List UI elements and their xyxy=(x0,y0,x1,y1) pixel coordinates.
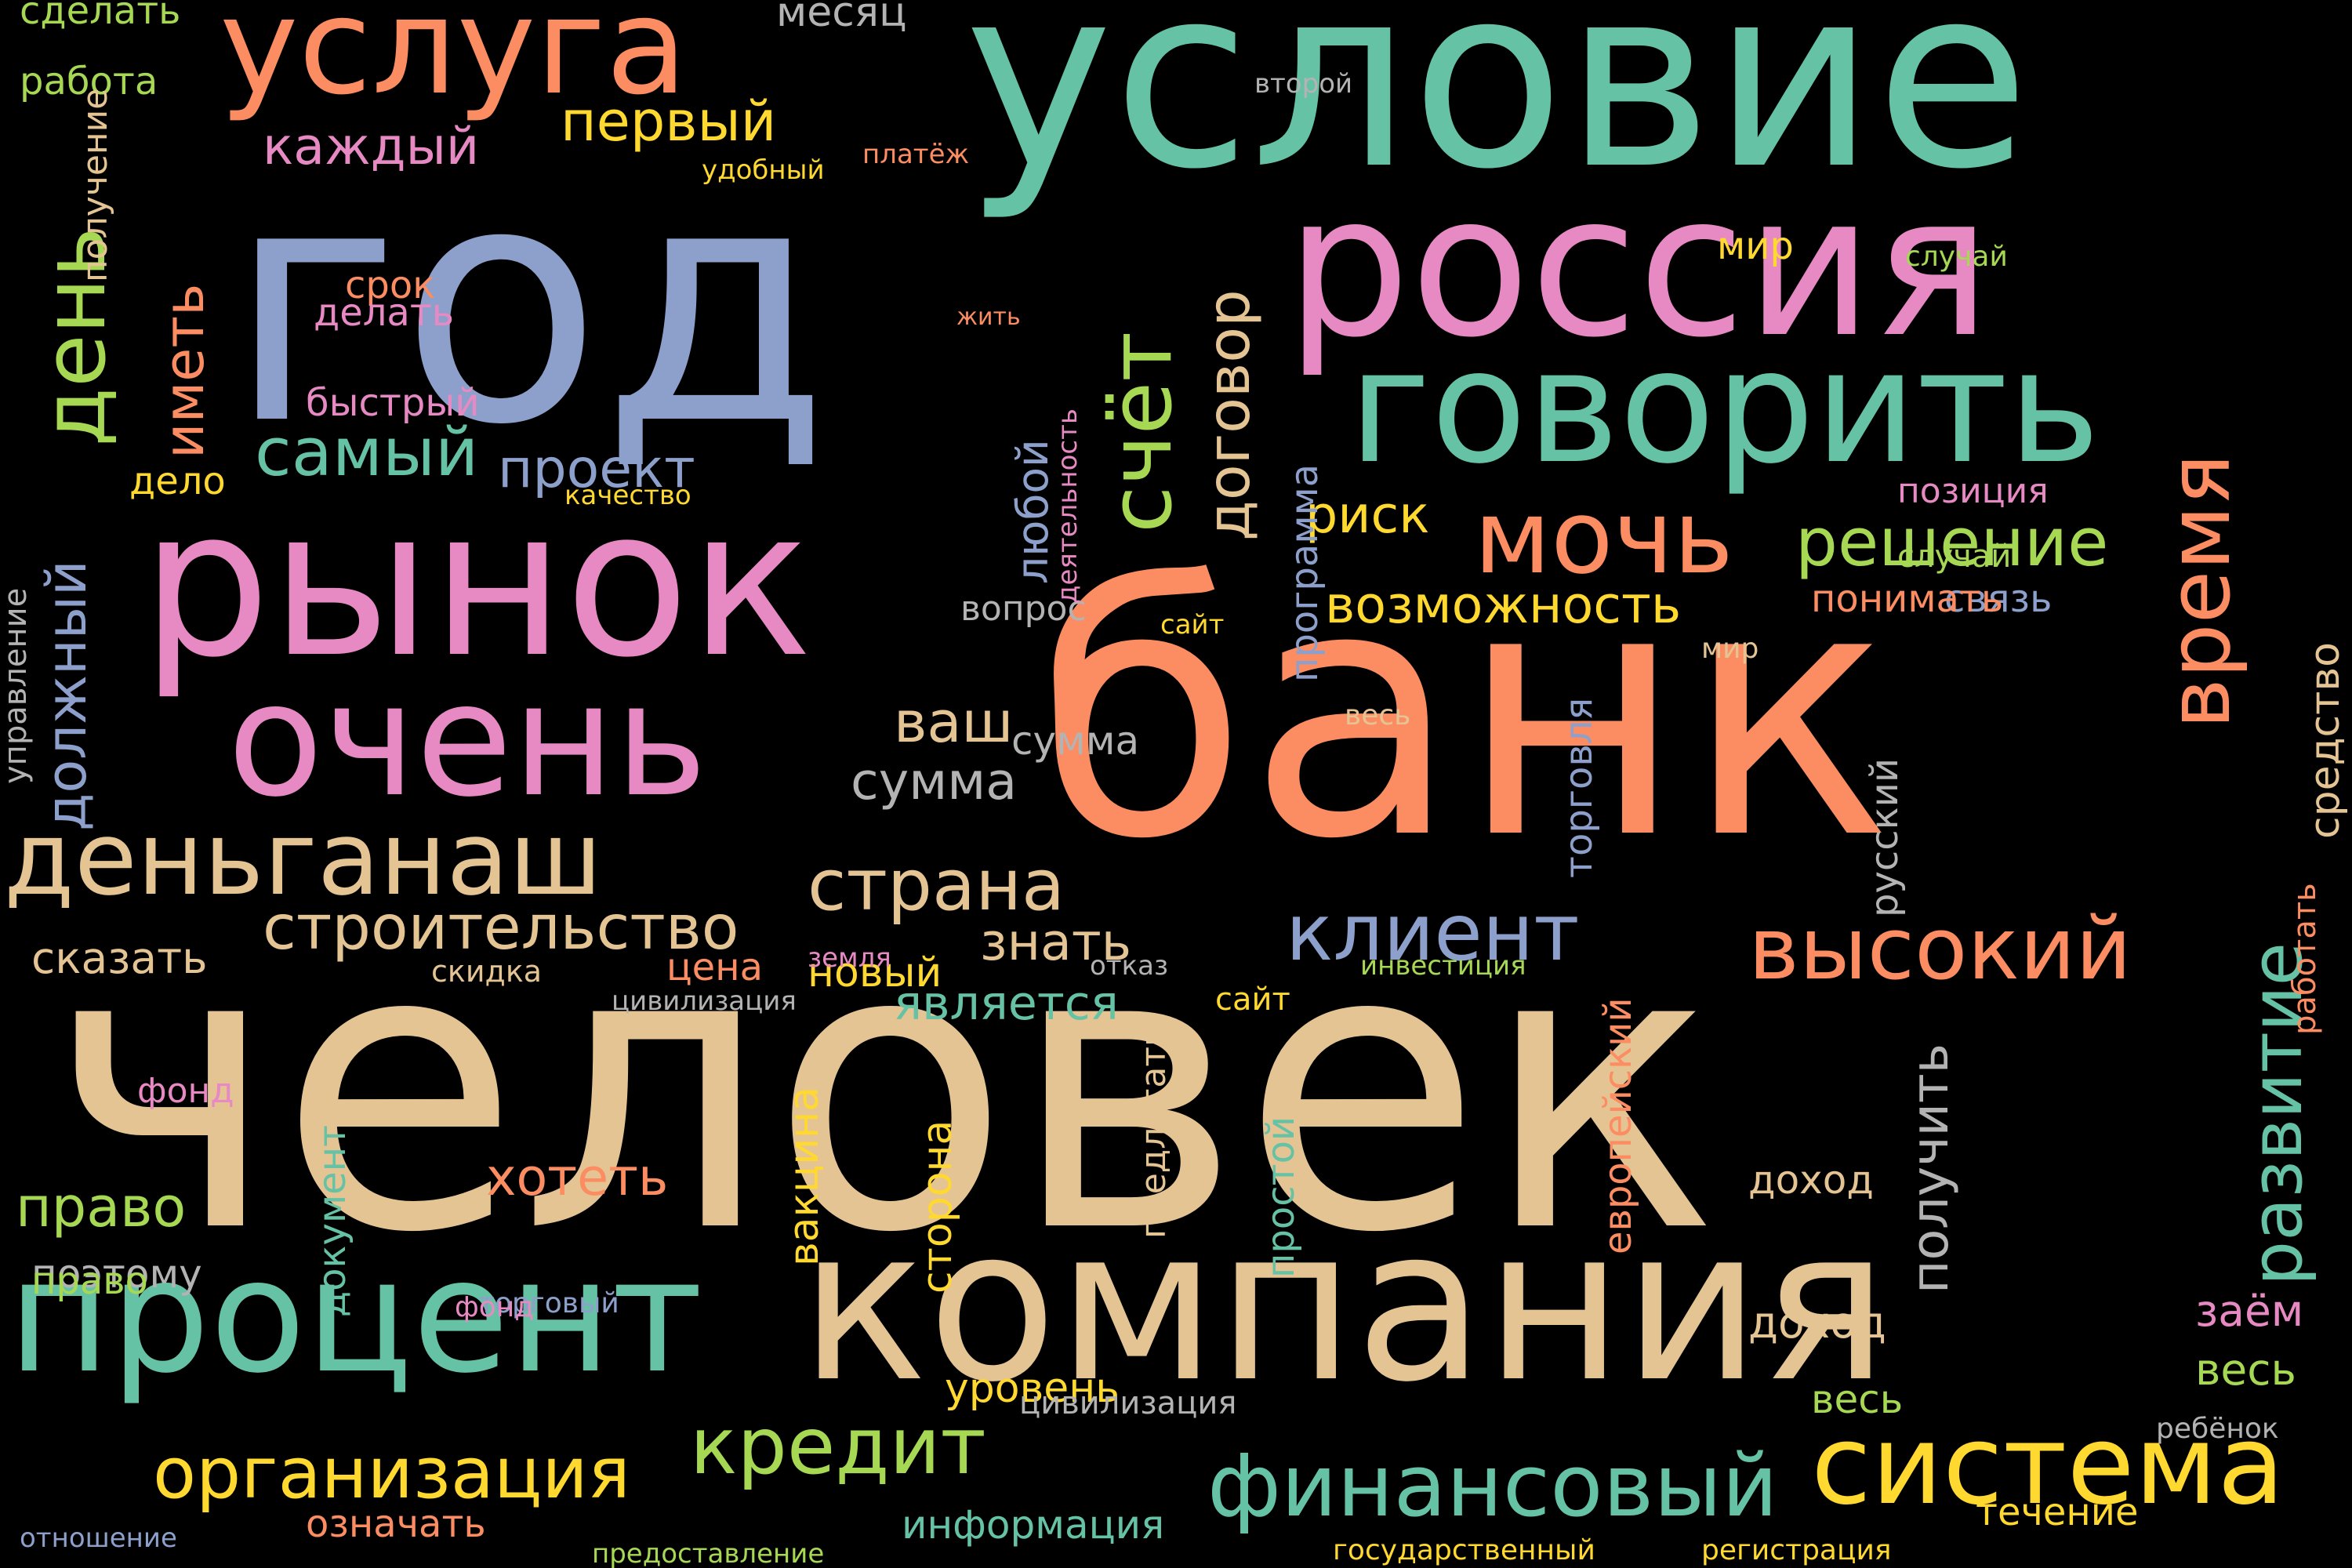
word-upravlenie: управление xyxy=(0,588,31,784)
word-pravo-2: право xyxy=(31,1262,148,1300)
word-kredit: кредит xyxy=(690,1407,986,1486)
word-poziciya: позиция xyxy=(1897,474,2049,509)
word-govorit: говорить xyxy=(1348,329,2100,486)
word-ochen: очень xyxy=(227,662,707,819)
word-poluchenie: получение xyxy=(78,89,113,282)
word-poluchit: получить xyxy=(1905,1044,1956,1294)
word-strana: страна xyxy=(808,851,1065,921)
word-otkaz: отказ xyxy=(1090,953,1168,979)
word-vtoroi: второй xyxy=(1254,71,1352,97)
word-imet: иметь xyxy=(157,284,212,459)
word-vremya: время xyxy=(2156,454,2242,729)
word-predlagat: предлагать xyxy=(1137,1026,1171,1239)
word-sait: сайт xyxy=(1215,984,1290,1015)
word-zaem: заём xyxy=(2195,1290,2303,1333)
word-rabotat: работать xyxy=(2289,883,2321,1035)
word-civilizaciya-2: цивилизация xyxy=(612,988,797,1014)
word-sait-2: сайт xyxy=(1160,612,1224,638)
word-predostavlenie: предоставление xyxy=(592,1541,824,1567)
word-sluchai-2: случай xyxy=(1905,243,2008,271)
word-rebenok: ребёнок xyxy=(2156,1415,2279,1443)
word-ponimat: понимать xyxy=(1811,580,2003,618)
word-cena: цена xyxy=(666,949,763,986)
word-vozmozhnost: возможность xyxy=(1325,580,1681,631)
word-ves-small: весь xyxy=(1345,702,1410,730)
word-zemlya: земля xyxy=(808,945,891,971)
word-summa-small: сумма xyxy=(1011,721,1139,760)
word-investiciya: инвестиция xyxy=(1360,953,1526,979)
word-kachestvo: качество xyxy=(564,482,691,509)
word-bystryi: быстрый xyxy=(306,384,479,422)
word-prostoi: простой xyxy=(1262,1116,1300,1278)
word-vakcina: вакцина xyxy=(784,1087,825,1266)
word-skazat: сказать xyxy=(31,937,208,980)
word-mesyac: месяц xyxy=(776,0,907,33)
word-civilizaciya: цивилизация xyxy=(1019,1388,1236,1419)
word-kazhdyi: каждый xyxy=(263,122,479,172)
word-dogovor: договор xyxy=(1200,289,1258,541)
word-dohod-2: доход xyxy=(1748,1160,1874,1200)
word-hotet: хотеть xyxy=(486,1152,668,1203)
word-vash: ваш xyxy=(894,694,1013,750)
word-sluchai: случай xyxy=(1897,541,2011,572)
word-moch: мочь xyxy=(1474,486,1733,588)
word-torgovlya: торговля xyxy=(1560,698,1598,878)
word-otnoshenie: отношение xyxy=(20,1525,177,1552)
word-ves-2: весь xyxy=(2195,1348,2296,1392)
word-gosudarstvennyi: государственный xyxy=(1333,1537,1595,1565)
word-registraciya: регистрация xyxy=(1701,1537,1892,1565)
word-schet: счёт xyxy=(1098,332,1184,533)
word-mir: мир xyxy=(1717,227,1794,265)
word-techenie: течение xyxy=(1976,1494,2139,1531)
word-pravo: право xyxy=(16,1180,186,1235)
word-dohod: доход xyxy=(1748,1301,1886,1345)
word-lyuboi: любой xyxy=(1011,439,1054,584)
word-finansovyi: финансовый xyxy=(1207,1443,1778,1529)
word-sdelat: сделать xyxy=(20,0,180,30)
word-skidka: скидка xyxy=(431,956,542,986)
word-dokument: документ xyxy=(314,1125,351,1317)
word-sredstvo: средство xyxy=(2305,642,2346,839)
word-deyatelnost: деятельность xyxy=(1054,408,1081,604)
word-informaciya: информация xyxy=(902,1505,1164,1544)
word-vysokii: высокий xyxy=(1748,906,2132,992)
word-delat: делать xyxy=(314,294,454,332)
word-programma: программа xyxy=(1286,464,1323,682)
word-russkii: русский xyxy=(1866,758,1904,917)
word-fond-2: фонд xyxy=(455,1294,534,1322)
word-delo: дело xyxy=(129,463,226,500)
word-ves: весь xyxy=(1811,1380,1903,1419)
word-organizaciya: организация xyxy=(153,1439,630,1509)
word-oznachat: означать xyxy=(306,1505,486,1543)
word-storona: сторона xyxy=(917,1120,958,1294)
word-samyi: самый xyxy=(255,419,478,486)
word-pervyi: первый xyxy=(561,94,776,149)
word-mir-small: мир xyxy=(1701,635,1759,663)
word-platezh: платёж xyxy=(862,141,969,168)
word-dolzhnyi: должный xyxy=(39,560,94,831)
word-evropeiskii: европейский xyxy=(1599,997,1637,1254)
word-udobnyi: удобный xyxy=(702,157,825,183)
word-zhit: жить xyxy=(956,306,1021,329)
word-fond: фонд xyxy=(137,1074,234,1109)
word-summa: сумма xyxy=(851,757,1017,808)
